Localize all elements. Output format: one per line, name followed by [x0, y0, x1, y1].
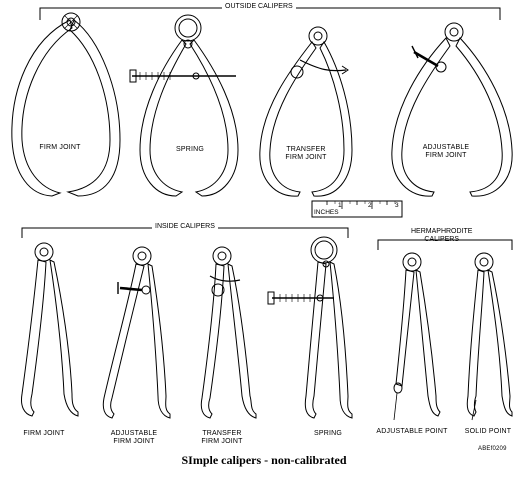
inside-adjustable-label: ADJUSTABLE FIRM JOINT — [110, 430, 158, 445]
outside-firm-joint-caliper — [11, 12, 121, 197]
hermaphrodite-calipers-heading: HERMAPHRODITE CALIPERS — [411, 228, 473, 243]
figure-caption: SImple calipers - non-calibrated — [181, 453, 347, 467]
inside-calipers-heading: INSIDE CALIPERS — [152, 223, 218, 231]
outside-transfer-label: TRANSFER FIRM JOINT — [285, 146, 327, 161]
inside-spring-caliper — [267, 236, 353, 419]
hermaphrodite-adjustable-point-label: ADJUSTABLE POINT — [376, 428, 448, 435]
outside-calipers-heading: OUTSIDE CALIPERS — [222, 3, 296, 11]
ruler-unit-label: INCHES — [314, 209, 339, 216]
outside-adjustable-label: ADJUSTABLE FIRM JOINT — [422, 144, 470, 159]
hermaphrodite-calipers-bracket — [377, 239, 513, 250]
inside-transfer-label: TRANSFER FIRM JOINT — [201, 430, 243, 445]
hermaphrodite-solid-point-caliper — [466, 252, 513, 421]
figure-id: ABEf0209 — [478, 446, 507, 452]
hermaphrodite-solid-point-label: SOLID POINT — [464, 428, 512, 435]
outside-transfer-caliper — [259, 26, 353, 197]
inside-adjustable-caliper — [102, 246, 171, 419]
outside-firm-joint-label: FIRM JOINT — [39, 144, 81, 151]
inside-firm-joint-label: FIRM JOINT — [23, 430, 65, 437]
inside-firm-joint-caliper — [21, 242, 79, 417]
outside-spring-caliper — [129, 14, 239, 197]
outside-spring-label: SPRING — [175, 146, 205, 153]
ruler-tick-1: 1 — [338, 202, 342, 209]
inside-spring-label: SPRING — [313, 430, 343, 437]
ruler-tick-2: 2 — [368, 202, 372, 209]
outside-adjustable-caliper — [391, 22, 513, 197]
ruler-tick-3: 3 — [395, 202, 399, 209]
hermaphrodite-adjustable-point-caliper — [393, 252, 441, 421]
inside-transfer-caliper — [200, 246, 257, 419]
inches-ruler — [311, 200, 403, 218]
